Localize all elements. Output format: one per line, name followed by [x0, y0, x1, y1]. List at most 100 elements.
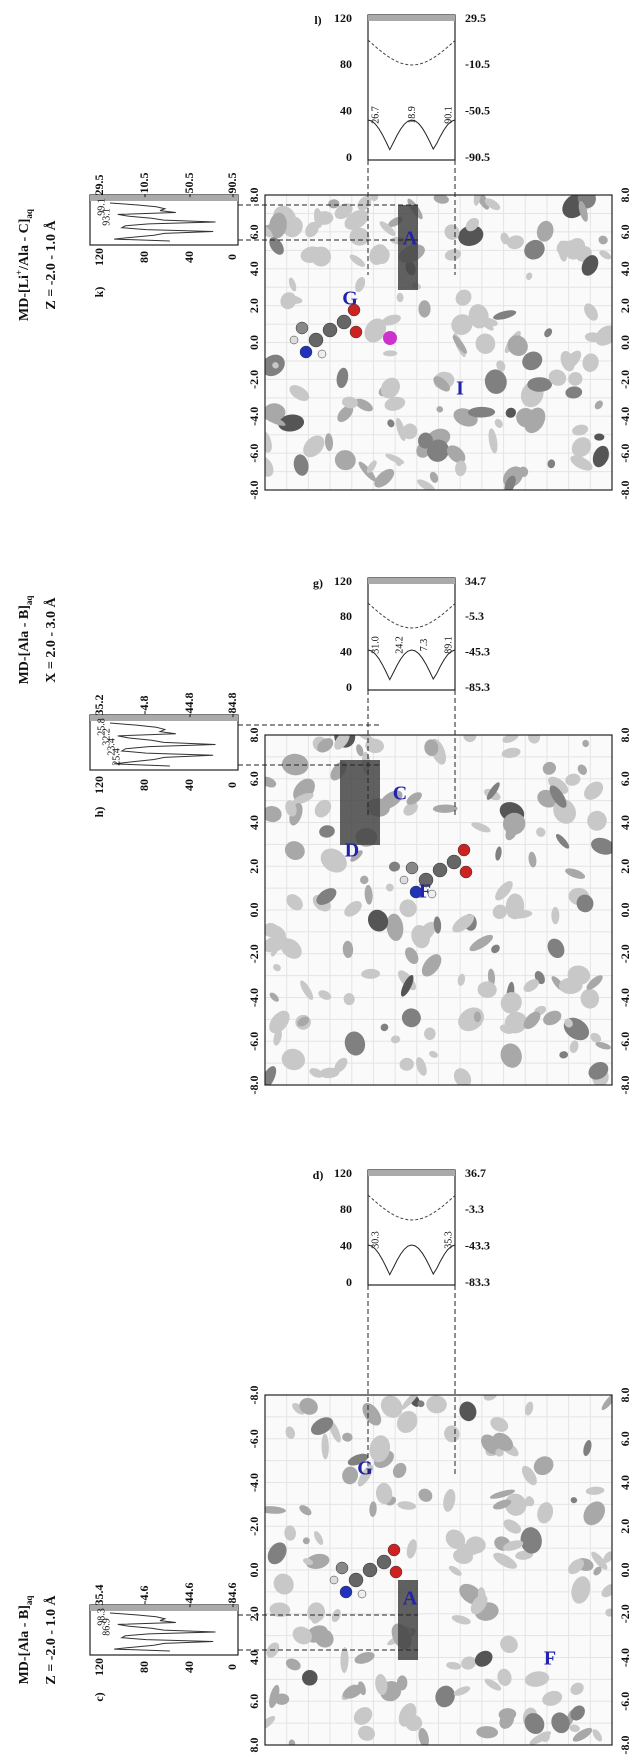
- contour-blob: [453, 1068, 472, 1085]
- contour-blob: [406, 792, 422, 805]
- contour-blob: [384, 396, 406, 411]
- map-bottom-tick-label: 6.0: [618, 224, 632, 239]
- panel-label: d): [313, 1168, 324, 1182]
- contour-blob: [507, 909, 533, 919]
- contour-blob: [379, 221, 396, 236]
- contour-blob: [500, 1635, 518, 1654]
- atom: [457, 843, 471, 857]
- contour-blob: [491, 944, 500, 954]
- contour-blob: [565, 386, 583, 399]
- contour-blob: [302, 1537, 310, 1545]
- map-bottom-tick-label: -6.0: [618, 1692, 632, 1711]
- atom: [322, 322, 338, 338]
- contour-blob: [390, 1035, 401, 1044]
- right-tick-label: 35.4: [92, 1585, 106, 1606]
- peak-label: 99.1: [96, 198, 107, 216]
- contour-blob: [493, 310, 517, 320]
- contour-blob: [444, 249, 462, 261]
- contour-blob: [555, 834, 570, 849]
- map-bottom-tick-label: -2.0: [618, 1604, 632, 1623]
- contour-blob: [269, 1010, 290, 1034]
- contour-blob: [592, 1729, 603, 1742]
- contour-blob: [343, 993, 355, 1006]
- map-left-tick-label: 0.0: [247, 1563, 261, 1578]
- title-sub: aq: [24, 209, 34, 219]
- contour-blob: [329, 1420, 341, 1443]
- contour-blob: [521, 1465, 537, 1486]
- contour-blob: [492, 904, 508, 920]
- contour-blob: [504, 1011, 528, 1034]
- contour-blob: [484, 1678, 502, 1691]
- contour-blob: [388, 861, 401, 872]
- contour-blob: [362, 1403, 382, 1426]
- title-sub: aq: [24, 596, 34, 606]
- contour-blob: [357, 1681, 366, 1696]
- contour-blob: [350, 850, 363, 862]
- contour-blob: [380, 1023, 389, 1032]
- contour-blob: [344, 900, 362, 917]
- atom: [308, 332, 324, 348]
- panel-range: X = 2.0 - 3.0 Å: [43, 596, 59, 682]
- right-tick-label: -44.8: [182, 693, 196, 718]
- contour-blob: [495, 1448, 504, 1457]
- contour-blob: [500, 1043, 522, 1068]
- map-bottom-tick-label: 2.0: [618, 1519, 632, 1534]
- contour-blob: [334, 1057, 348, 1073]
- contour-blob: [443, 1488, 456, 1512]
- map-left-tick-label: 4.0: [247, 261, 261, 276]
- map-bottom-tick-label: -2.0: [618, 370, 632, 389]
- contour-blob: [570, 1682, 584, 1695]
- map-left-tick-label: -4.0: [247, 1473, 261, 1492]
- contour-blob: [542, 761, 556, 775]
- atom: [347, 303, 361, 317]
- peak-label: 23.4: [106, 738, 117, 756]
- contour-blob: [559, 1051, 569, 1059]
- contour-blob: [288, 277, 297, 292]
- right-tick-label: -44.6: [182, 1583, 196, 1608]
- contour-blob: [598, 235, 608, 245]
- contour-blob: [492, 1499, 512, 1510]
- contour-blob: [269, 1602, 291, 1618]
- contour-blob: [445, 1529, 466, 1550]
- contour-blob: [369, 1435, 391, 1463]
- contour-blob: [587, 810, 607, 831]
- right-tick-label: 29.5: [92, 175, 106, 196]
- contour-blob: [271, 938, 282, 957]
- contour-blob: [537, 1502, 554, 1524]
- contour-blob: [361, 968, 381, 979]
- contour-blob: [298, 1634, 307, 1642]
- contour-blob: [429, 1050, 438, 1058]
- contour-blob: [269, 212, 287, 239]
- map-left-tick-label: 4.0: [247, 815, 261, 830]
- contour-blob: [314, 799, 332, 818]
- contour-blob: [286, 894, 303, 911]
- map-bottom-tick-label: 8.0: [618, 728, 632, 743]
- panel-label: k): [92, 287, 106, 298]
- map-left-tick-label: -2.0: [247, 944, 261, 963]
- map-left-tick-label: 2.0: [247, 1606, 261, 1621]
- contour-blob: [297, 1016, 310, 1027]
- contour-blob: [310, 1417, 334, 1435]
- map-bottom-tick-label: 8.0: [618, 1388, 632, 1403]
- right-tick-label: -90.5: [225, 173, 239, 198]
- contour-blob: [599, 250, 612, 260]
- contour-blob: [458, 225, 484, 246]
- contour-blob: [489, 1489, 516, 1499]
- panel-title: MD-[Li+/Ala - C]aq: [14, 209, 34, 321]
- profile-curve-dashed: [367, 1194, 456, 1221]
- contour-blob: [474, 1650, 493, 1667]
- contour-blob: [501, 747, 521, 759]
- contour-blob: [355, 276, 366, 293]
- contour-blob: [292, 1402, 305, 1415]
- peak-label: 93.1: [101, 208, 112, 226]
- contour-blob: [427, 439, 449, 462]
- peak-label: 98.3: [96, 1608, 107, 1626]
- contour-blob: [265, 403, 286, 421]
- contour-blob: [375, 1482, 393, 1505]
- atom: [405, 861, 419, 875]
- contour-blob: [505, 407, 516, 418]
- contour-blob: [280, 938, 302, 959]
- contour-blob: [273, 963, 281, 972]
- contour-blob: [400, 975, 414, 997]
